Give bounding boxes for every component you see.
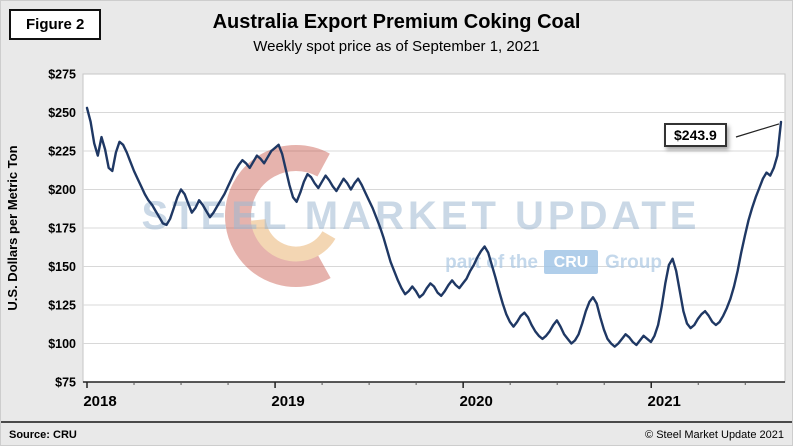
svg-text:2020: 2020 <box>459 393 492 410</box>
annotation-connector <box>735 123 780 138</box>
footer-source: Source: CRU <box>9 429 77 441</box>
chart-subtitle: Weekly spot price as of September 1, 202… <box>253 38 540 55</box>
svg-text:$75: $75 <box>55 376 76 390</box>
svg-text:$225: $225 <box>48 145 76 159</box>
cru-badge <box>544 250 598 274</box>
gridlines <box>83 112 785 344</box>
svg-text:$200: $200 <box>48 183 76 197</box>
watermark: STEEL MARKET UPDATE part of the CRU Grou… <box>142 145 701 287</box>
watermark-group: Group <box>605 252 662 273</box>
figure-label: Figure 2 <box>9 9 102 40</box>
price-annotation: $243.9 <box>664 123 727 147</box>
y-tick-labels: $275 $250 $225 $200 $175 $150 $125 $100 $75 <box>48 68 76 390</box>
watermark-subline: part of the CRU Group <box>445 250 662 274</box>
svg-text:$250: $250 <box>48 106 76 120</box>
svg-text:2021: 2021 <box>648 393 681 410</box>
svg-text:$150: $150 <box>48 260 76 274</box>
chart-title: Australia Export Premium Coking Coal <box>212 11 581 33</box>
watermark-title: STEEL MARKET UPDATE <box>142 194 701 238</box>
svg-text:$125: $125 <box>48 299 76 313</box>
footer-copyright: © Steel Market Update 2021 <box>645 429 784 441</box>
x-axis: 2018 2019 2020 2021 <box>83 381 785 410</box>
footer-bar: Source: CRU © Steel Market Update 2021 <box>1 421 792 445</box>
svg-text:$100: $100 <box>48 337 76 351</box>
svg-text:$275: $275 <box>48 68 76 82</box>
chart-area: STEEL MARKET UPDATE part of the CRU Grou… <box>1 67 792 421</box>
svg-text:2018: 2018 <box>83 393 116 410</box>
svg-text:$175: $175 <box>48 222 76 236</box>
cru-badge-label: CRU <box>554 254 589 271</box>
chart-header: Figure 2 Australia Export Premium Coking… <box>1 1 792 67</box>
price-line <box>85 106 783 348</box>
line-chart: STEEL MARKET UPDATE part of the CRU Grou… <box>5 68 786 410</box>
y-axis-label: U.S. Dollars per Metric Ton <box>5 145 20 310</box>
smu-logo-icon <box>225 145 367 287</box>
svg-text:2019: 2019 <box>271 393 304 410</box>
